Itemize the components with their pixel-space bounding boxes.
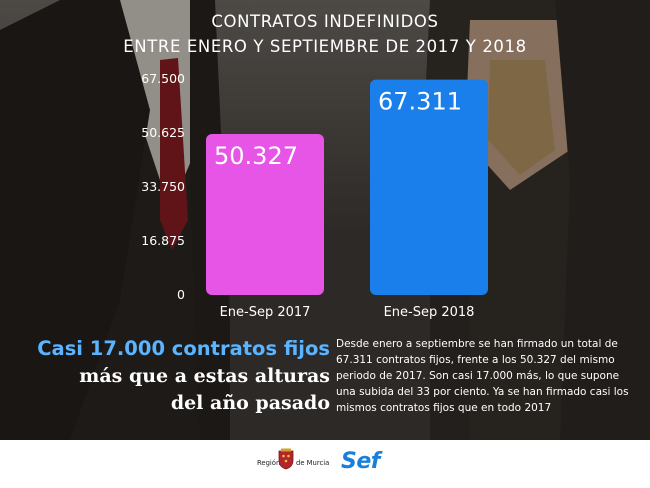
x-category-label: Ene-Sep 2018 bbox=[384, 305, 475, 320]
region-label-right: de Murcia bbox=[296, 459, 330, 467]
photo-overlay bbox=[0, 0, 650, 440]
footer bbox=[0, 440, 650, 488]
bar-chart: 0 16.875 33.750 50.625 67.500 50.327 Ene-Sep 2… bbox=[141, 71, 488, 320]
body-paragraph: Desde enero a septiembre se han firmado … bbox=[336, 338, 629, 414]
y-tick-label: 33.750 bbox=[141, 179, 185, 194]
x-category-label: Ene-Sep 2017 bbox=[220, 305, 311, 320]
y-tick-label: 16.875 bbox=[141, 233, 185, 248]
bar bbox=[370, 79, 488, 295]
headline-line-2: más que a estas alturas bbox=[79, 365, 330, 387]
headline-line-3: del año pasado bbox=[170, 392, 330, 414]
y-tick-label: 0 bbox=[177, 287, 185, 302]
chart-title: CONTRATOS INDEFINIDOS bbox=[211, 12, 439, 31]
headline-line-1: Casi 17.000 contratos fijos bbox=[37, 337, 330, 360]
y-tick-label: 67.500 bbox=[141, 71, 185, 86]
region-label-left: Región bbox=[257, 459, 281, 467]
region-crest-icon bbox=[278, 448, 294, 470]
bar-value-label: 67.311 bbox=[378, 88, 462, 116]
chart-subtitle: ENTRE ENERO Y SEPTIEMBRE DE 2017 Y 2018 bbox=[123, 37, 527, 56]
y-tick-label: 50.625 bbox=[141, 125, 185, 140]
bar bbox=[206, 133, 324, 295]
bar-value-label: 50.327 bbox=[214, 142, 298, 170]
sef-logo: Sef bbox=[341, 449, 380, 474]
